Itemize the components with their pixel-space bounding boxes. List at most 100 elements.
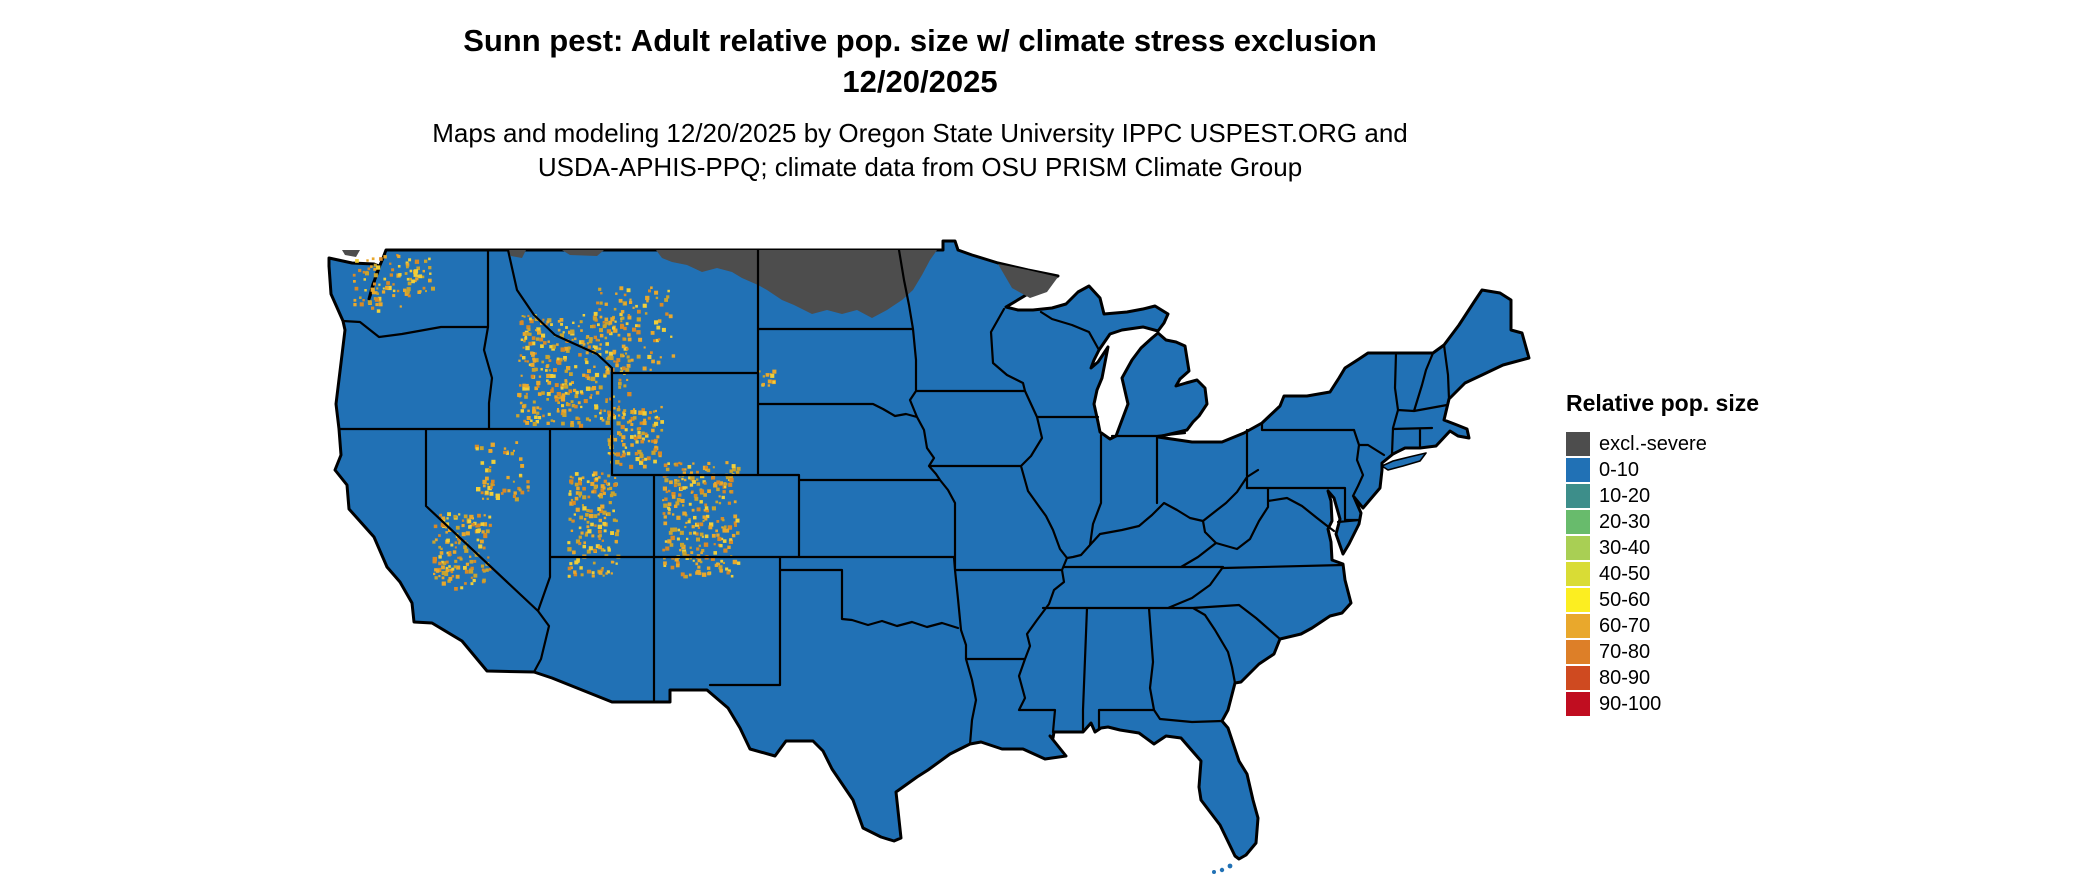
speckle xyxy=(632,306,635,309)
speckle xyxy=(606,329,611,334)
speckle xyxy=(610,572,613,575)
speckle xyxy=(525,345,530,351)
speckle xyxy=(612,509,615,513)
speckle xyxy=(590,481,595,486)
legend-item: excl.-severe xyxy=(1566,431,1806,457)
speckle xyxy=(664,298,668,302)
legend-item: 30-40 xyxy=(1566,535,1806,561)
speckle xyxy=(622,413,626,416)
speckle xyxy=(715,529,718,533)
speckle xyxy=(438,575,441,578)
legend-item-label: 50-60 xyxy=(1599,589,1651,611)
speckle xyxy=(506,475,510,480)
speckle xyxy=(636,354,641,359)
speckle xyxy=(636,317,641,322)
speckle xyxy=(587,369,591,374)
speckle xyxy=(359,302,364,307)
speckle xyxy=(644,457,648,461)
speckle xyxy=(578,481,582,486)
speckle xyxy=(367,300,372,305)
speckle xyxy=(588,546,593,551)
speckle xyxy=(503,450,507,455)
speckle xyxy=(408,258,412,262)
speckle xyxy=(626,355,630,359)
speckle xyxy=(607,414,611,418)
speckle xyxy=(376,292,379,295)
speckle xyxy=(632,327,637,332)
speckle xyxy=(441,570,446,576)
speckle xyxy=(721,526,724,529)
speckle xyxy=(483,532,487,537)
speckle xyxy=(547,381,552,385)
speckle xyxy=(712,466,715,469)
speckle xyxy=(626,420,630,424)
speckle xyxy=(512,480,515,483)
speckle xyxy=(667,462,670,465)
speckle xyxy=(520,374,523,377)
speckle xyxy=(541,391,545,395)
speckle xyxy=(706,468,711,473)
speckle xyxy=(545,369,548,372)
speckle xyxy=(523,339,526,343)
speckle xyxy=(590,394,593,396)
speckle xyxy=(623,293,627,297)
speckle xyxy=(540,368,543,371)
speckle xyxy=(532,359,537,363)
speckle xyxy=(663,561,667,566)
speckle xyxy=(642,421,647,426)
speckle xyxy=(516,414,520,418)
speckle xyxy=(667,489,671,493)
map-title-line1: Sunn pest: Adult relative pop. size w/ c… xyxy=(463,23,1377,58)
speckle xyxy=(550,323,553,326)
speckle xyxy=(578,491,583,496)
speckle xyxy=(446,538,450,543)
speckle xyxy=(521,315,524,317)
speckle xyxy=(449,568,452,572)
speckle xyxy=(701,535,704,538)
speckle xyxy=(547,412,551,416)
speckle xyxy=(733,521,737,525)
speckle xyxy=(670,565,675,570)
speckle xyxy=(526,360,529,363)
speckle xyxy=(602,510,607,515)
speckle xyxy=(490,486,493,489)
speckle xyxy=(441,560,444,564)
state-borders xyxy=(337,248,1451,746)
speckle xyxy=(589,396,592,399)
speckle xyxy=(575,491,580,495)
speckle xyxy=(527,314,530,317)
speckle xyxy=(663,503,668,508)
speckle xyxy=(664,540,668,543)
speckle xyxy=(678,461,681,464)
speckle xyxy=(603,516,607,520)
speckle xyxy=(461,532,466,537)
speckle xyxy=(607,355,612,360)
speckle xyxy=(586,509,590,513)
speckle xyxy=(620,320,623,323)
speckle xyxy=(615,292,618,295)
speckle xyxy=(631,410,634,414)
speckle xyxy=(664,497,668,501)
speckle xyxy=(578,353,582,357)
speckle xyxy=(585,336,589,339)
legend-item-label: 80-90 xyxy=(1599,667,1651,689)
speckle xyxy=(478,544,483,549)
speckle xyxy=(455,525,460,530)
speckle xyxy=(674,479,678,483)
speckle xyxy=(469,559,474,564)
speckle xyxy=(457,541,461,545)
speckle xyxy=(619,286,624,291)
speckle xyxy=(487,556,490,559)
speckle xyxy=(584,533,588,537)
speckle xyxy=(592,386,597,391)
speckle xyxy=(541,333,546,338)
speckle xyxy=(475,528,480,534)
speckle xyxy=(597,339,600,342)
speckle xyxy=(482,497,485,500)
speckle xyxy=(414,269,419,274)
speckle xyxy=(532,406,536,410)
speckle xyxy=(512,494,516,498)
speckle xyxy=(610,560,614,564)
speckle xyxy=(454,541,458,544)
speckle xyxy=(585,374,590,379)
